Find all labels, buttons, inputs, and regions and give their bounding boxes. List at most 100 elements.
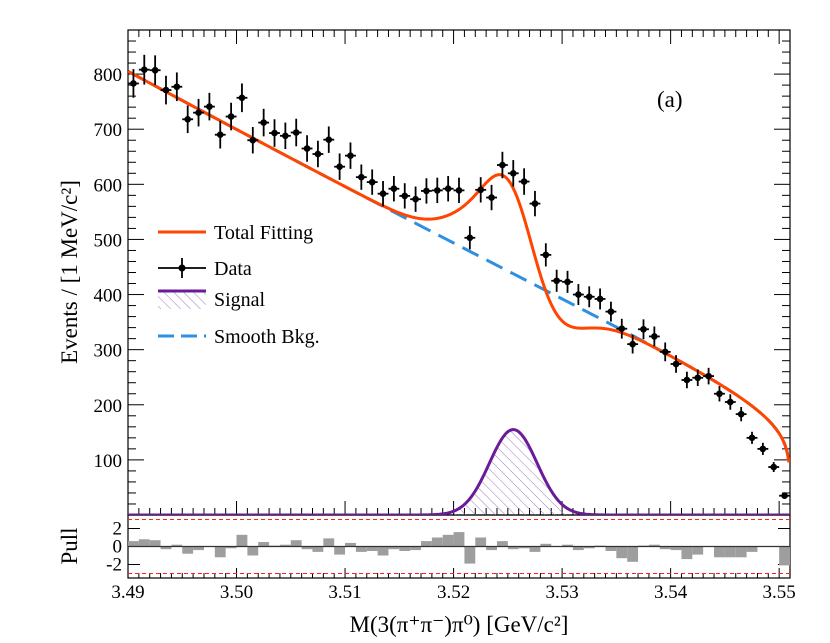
pull-bar [648,544,660,547]
x-tick-label: 3.55 [763,582,796,603]
data-point [746,431,758,444]
pull-bar [605,546,617,551]
pull-bar [410,546,422,551]
data-point [279,122,291,150]
data-point [486,184,497,211]
data-point [128,69,139,98]
data-point [149,55,161,86]
data-point [562,270,573,293]
data-point [453,177,465,204]
pull-bar [334,546,346,555]
pull-bar [225,546,237,549]
pull-bar [518,546,530,549]
pull-bar [388,546,400,550]
data-point [334,153,346,180]
pull-bar [377,546,389,556]
data-point [431,177,443,204]
legend: Total Fitting Data Signal Smooth Bkg. [158,222,320,348]
pull-bar [345,542,356,547]
pull-bar [562,544,573,547]
pull-bar [279,544,291,547]
pull-bar [724,546,736,558]
x-tick-label: 3.53 [545,582,578,603]
pull-bar [583,546,595,549]
pull-bar [540,543,552,547]
y-tick-label: 400 [94,286,123,307]
pull-bar [171,544,183,547]
main-axis-ticks: 100 200 300 400 500 600 700 800 [94,30,791,515]
x-axis-title: M(3(π⁺π⁻)π⁰) [GeV/c²] [350,612,569,637]
y-axis-title: Events / [1 MeV/c²] [57,180,82,364]
pull-bar [366,546,378,551]
pull-bar [323,538,335,547]
pull-axis-title: Pull [57,527,82,564]
data-point [410,186,422,212]
data-point [377,181,389,207]
pull-bar [182,546,194,554]
data-point [225,102,237,131]
data-point [768,462,780,473]
pull-bar [475,537,487,547]
pull-bar [214,546,226,558]
panel-label: (a) [657,87,683,112]
pull-bar [301,546,313,550]
pull-y-tick-label: 2 [113,519,123,540]
pull-bar [616,546,628,559]
data-point [399,183,411,209]
pull-bar [627,546,639,562]
pull-bar [453,532,465,547]
data-point [529,190,541,217]
data-point [692,369,704,387]
y-tick-label: 100 [94,451,123,472]
data-point [171,72,183,102]
x-tick-label: 3.52 [437,582,470,603]
pull-bar [486,546,497,551]
x-tick-label: 3.49 [111,582,144,603]
pull-bar [431,537,443,547]
data-point [269,119,280,147]
legend-data-marker [178,264,186,272]
pull-bar [442,534,454,547]
data-point [724,394,736,410]
pull-bar [193,546,204,551]
data-point [214,120,226,149]
legend-signal-label: Signal [214,289,266,311]
data-point [681,371,693,389]
y-tick-label: 200 [94,396,123,417]
total-fitting-curve [128,70,790,463]
data-point [507,160,519,187]
data-point [236,83,248,113]
data-point [659,342,671,362]
data-point [193,98,204,127]
data-point [475,177,487,203]
x-tick-label: 3.54 [654,582,688,603]
pull-bar [714,546,725,558]
pull-y-tick-label: 0 [113,537,123,558]
signal-hatched-area [410,429,617,515]
pull-bar [312,546,324,552]
pull-bar [247,546,259,556]
data-point [735,406,747,422]
y-tick-label: 800 [94,65,123,86]
data-point [540,243,552,267]
pull-bar [464,546,476,564]
pull-bar [692,546,704,555]
pull-y-tick-label: -2 [106,555,122,576]
pull-bar [572,546,584,551]
pull-bar [507,546,519,550]
legend-bkg-label: Smooth Bkg. [214,326,320,348]
data-point [203,92,215,121]
pull-bar [258,542,270,547]
pull-bar [659,546,671,550]
pull-bar [670,546,682,551]
data-point [779,492,790,500]
pull-bar [149,540,161,547]
data-point [627,334,639,354]
pull-bar [138,539,150,547]
data-point [496,151,508,179]
legend-total-label: Total Fitting [214,222,313,244]
x-tick-label: 3.50 [220,582,253,603]
data-point [648,326,660,347]
data-point [594,288,606,310]
data-point [464,226,476,250]
